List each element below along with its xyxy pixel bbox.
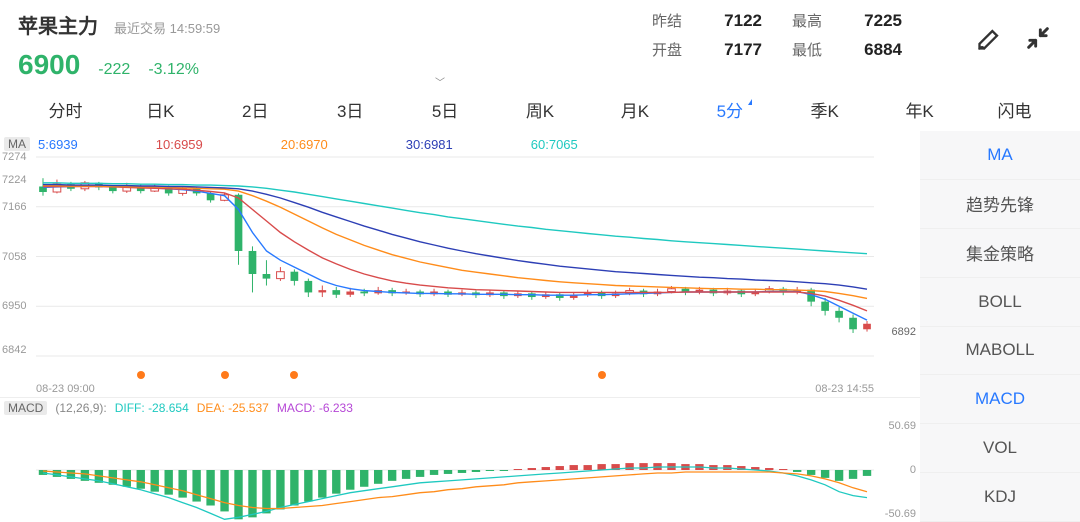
signal-dot-icon xyxy=(598,371,606,379)
tab-分时[interactable]: 分时 xyxy=(18,97,113,122)
stat-open: 7177 xyxy=(702,40,762,60)
indicator-趋势先锋[interactable]: 趋势先锋 xyxy=(920,180,1080,229)
header-left: 苹果主力 最近交易 14:59:59 6900 -222 -3.12% xyxy=(18,10,298,81)
ma-legend: MA 5:6939 10:6959 20:6970 30:6981 60:7065 xyxy=(0,131,920,153)
macd-legend-label: MACD xyxy=(4,401,47,415)
chart-column: MA 5:6939 10:6959 20:6970 30:6981 60:7065 68… xyxy=(0,131,920,522)
indicator-MA[interactable]: MA xyxy=(920,131,1080,180)
tab-3日[interactable]: 3日 xyxy=(303,97,398,122)
indicator-KDJ[interactable]: KDJ xyxy=(920,473,1080,522)
header-stats: 昨结 7122 开盘 7177 最高 7225 最低 6884 xyxy=(298,10,942,60)
macd-y-tick-label: -50.69 xyxy=(885,508,916,520)
tab-5日[interactable]: 5日 xyxy=(398,97,493,122)
tab-闪电[interactable]: 闪电 xyxy=(967,97,1062,122)
macd-macd: MACD: -6.233 xyxy=(277,401,353,415)
macd-chart[interactable]: -50.69 0 50.69 xyxy=(0,418,920,522)
indicator-BOLL[interactable]: BOLL xyxy=(920,278,1080,327)
y-tick-label: 7166 xyxy=(2,201,26,213)
y-tick-label: 6842 xyxy=(2,344,26,356)
x-start-label: 08-23 09:00 xyxy=(36,383,95,395)
symbol-name[interactable]: 苹果主力 xyxy=(18,10,98,39)
indicator-MABOLL[interactable]: MABOLL xyxy=(920,327,1080,376)
ma-legend-item: 10:6959 xyxy=(156,137,203,152)
tab-月K[interactable]: 月K xyxy=(587,97,682,122)
ma-legend-label: MA xyxy=(4,137,30,151)
y-tick-label: 7224 xyxy=(2,174,26,186)
signal-dot-icon xyxy=(137,371,145,379)
tab-日K[interactable]: 日K xyxy=(113,97,208,122)
y-tick-label: 7058 xyxy=(2,251,26,263)
header-actions xyxy=(942,10,1062,52)
y-tick-label: 7274 xyxy=(2,151,26,163)
edit-icon[interactable] xyxy=(976,24,1004,52)
header: 苹果主力 最近交易 14:59:59 6900 -222 -3.12% 昨结 71… xyxy=(0,0,1080,78)
indicator-VOL[interactable]: VOL xyxy=(920,424,1080,473)
ma-legend-item: 60:7065 xyxy=(531,137,578,152)
macd-dea: DEA: -25.537 xyxy=(197,401,269,415)
collapse-icon[interactable] xyxy=(1024,24,1052,52)
expand-stats-chevron[interactable]: ﹀ xyxy=(0,74,980,89)
macd-y-tick-label: 0 xyxy=(910,464,916,476)
macd-params: (12,26,9): xyxy=(55,401,106,415)
indicator-sidebar: MA趋势先锋集金策略BOLLMABOLLMACDVOLKDJ xyxy=(920,131,1080,522)
macd-y-tick-label: 50.69 xyxy=(888,420,916,432)
timeframe-tabs: 分时日K2日3日5日周K月K5分季K年K闪电 xyxy=(0,89,1080,131)
stat-high: 7225 xyxy=(842,11,902,31)
stat-label-open: 开盘 xyxy=(652,39,692,60)
last-trade-label: 最近交易 14:59:59 xyxy=(114,18,220,37)
y-tick-label: 6950 xyxy=(2,300,26,312)
ma-legend-item: 30:6981 xyxy=(406,137,453,152)
stat-low: 6884 xyxy=(842,40,902,60)
tab-季K[interactable]: 季K xyxy=(777,97,872,122)
last-price-tag: 6892 xyxy=(892,326,916,338)
x-end-label: 08-23 14:55 xyxy=(815,383,874,395)
indicator-集金策略[interactable]: 集金策略 xyxy=(920,229,1080,278)
tab-年K[interactable]: 年K xyxy=(872,97,967,122)
ma-legend-item: 20:6970 xyxy=(281,137,328,152)
macd-diff: DIFF: -28.654 xyxy=(115,401,189,415)
ma-legend-item: 5:6939 xyxy=(38,137,78,152)
macd-legend: MACD (12,26,9): DIFF: -28.654 DEA: -25.5… xyxy=(0,398,920,418)
signal-dot-icon xyxy=(221,371,229,379)
stat-label-high: 最高 xyxy=(792,10,832,31)
tab-2日[interactable]: 2日 xyxy=(208,97,303,122)
indicator-MACD[interactable]: MACD xyxy=(920,375,1080,424)
price-chart[interactable]: 6842 6950 7058 7166 7274 7224 08-23 09:00 08-23… xyxy=(0,153,920,398)
stat-prevclose: 7122 xyxy=(702,11,762,31)
tab-周K[interactable]: 周K xyxy=(493,97,588,122)
macd-panel[interactable]: MACD (12,26,9): DIFF: -28.654 DEA: -25.5… xyxy=(0,398,920,522)
tab-5分[interactable]: 5分 xyxy=(682,97,777,122)
stat-label-low: 最低 xyxy=(792,39,832,60)
stat-label-prevclose: 昨结 xyxy=(652,10,692,31)
